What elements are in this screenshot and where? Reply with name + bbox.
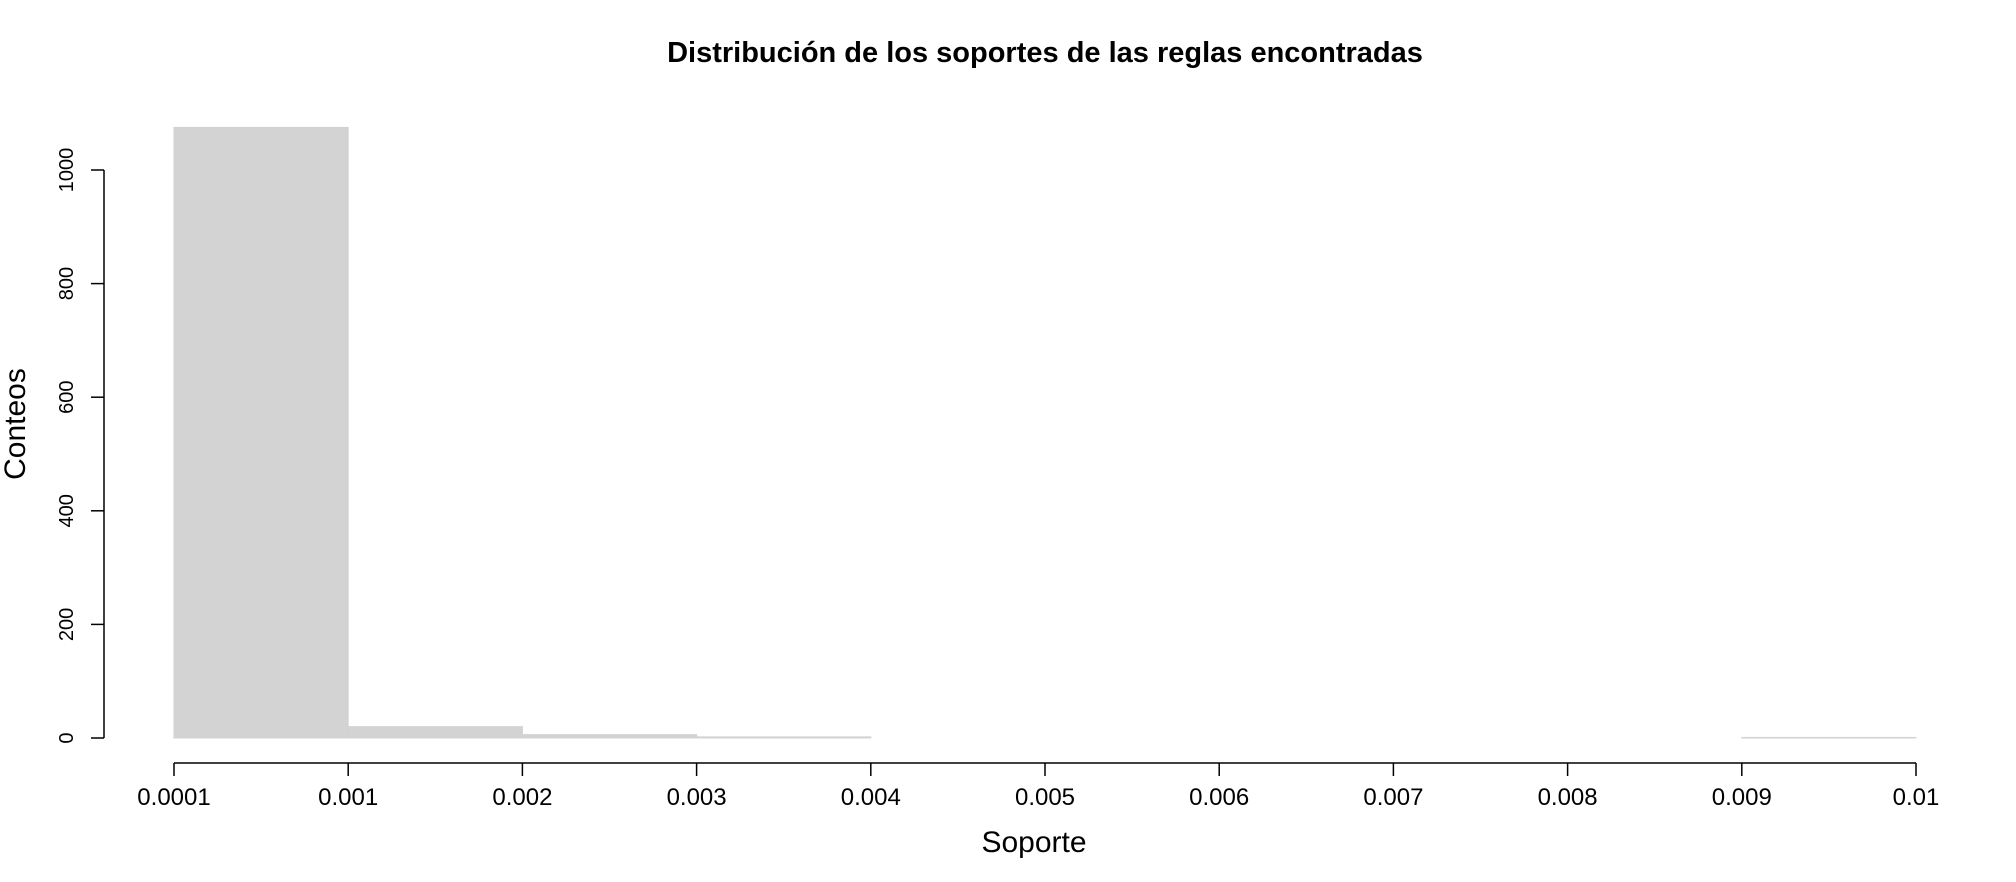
y-tick-label: 400 xyxy=(56,494,78,527)
histogram-bar xyxy=(173,126,349,739)
x-tick-label: 0.009 xyxy=(1712,784,1772,811)
chart-title: Distribución de los soportes de las regl… xyxy=(667,37,1423,69)
histogram-bars xyxy=(173,126,1917,739)
x-tick-label: 0.002 xyxy=(492,784,552,811)
x-tick-label: 0.005 xyxy=(1015,784,1075,811)
y-axis-label: Conteos xyxy=(0,368,32,480)
x-tick-label: 0.0001 xyxy=(137,784,210,811)
histogram-bar xyxy=(1741,736,1917,739)
histogram-bar xyxy=(521,734,698,739)
y-axis: 0 200 400 600 800 1000 xyxy=(56,148,105,744)
x-tick-label: 0.006 xyxy=(1189,784,1249,811)
histogram-bar xyxy=(696,736,872,739)
y-tick-label: 0 xyxy=(56,732,78,743)
x-tick-label: 0.004 xyxy=(841,784,901,811)
y-tick-label: 200 xyxy=(56,608,78,641)
y-tick-label: 1000 xyxy=(56,148,78,193)
x-tick-label: 0.01 xyxy=(1893,784,1940,811)
x-tick-label: 0.003 xyxy=(667,784,727,811)
x-tick-label: 0.001 xyxy=(318,784,378,811)
x-axis-label: Soporte xyxy=(981,826,1086,859)
x-tick-label: 0.007 xyxy=(1363,784,1423,811)
y-tick-label: 600 xyxy=(56,381,78,414)
x-axis: 0.0001 0.001 0.002 0.003 0.004 0.005 0.006 0.00… xyxy=(137,762,1940,811)
x-tick-label: 0.008 xyxy=(1538,784,1598,811)
histogram-bar xyxy=(347,726,523,739)
y-tick-label: 800 xyxy=(56,267,78,300)
